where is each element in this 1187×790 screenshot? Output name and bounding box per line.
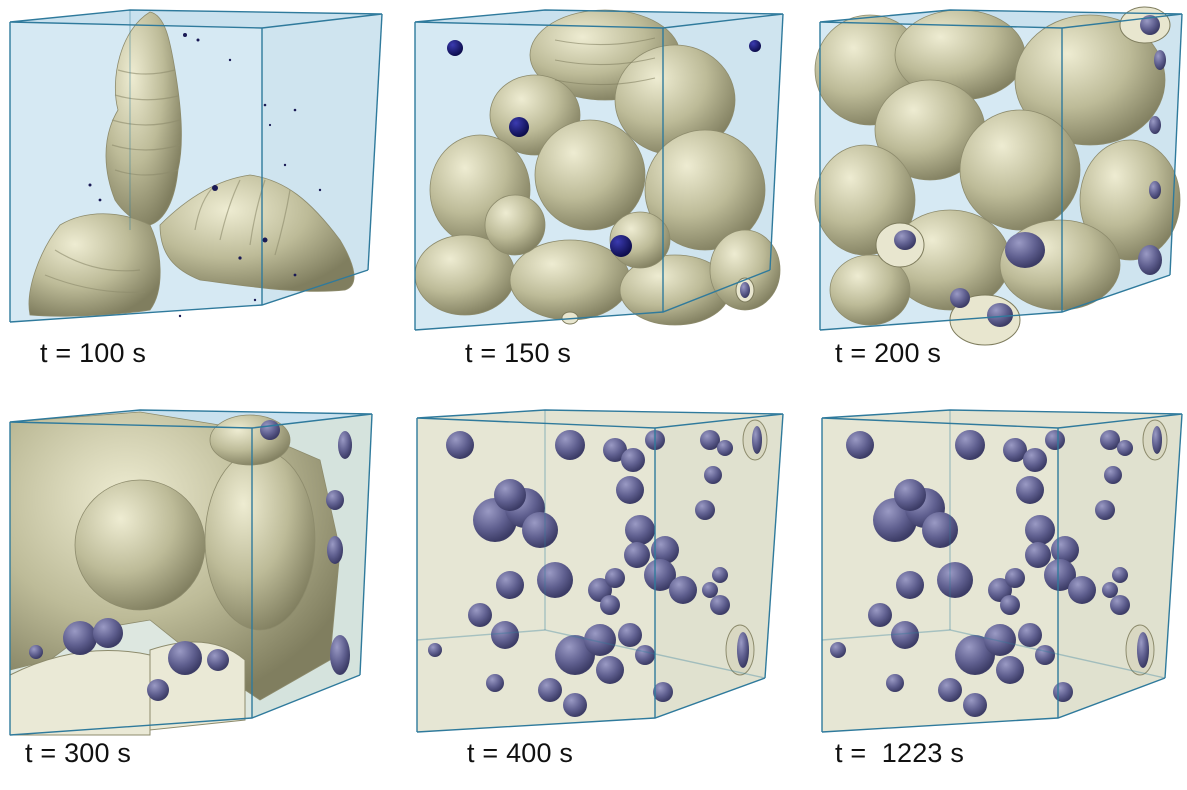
simulation-box-t200 [814,6,1183,346]
box-face [1058,414,1182,718]
dendrite-arm [28,213,161,317]
box-face [655,414,783,718]
time-label: t = 100 s [40,338,147,368]
simulation-box-t100 [9,9,383,323]
simulation-box-t150 [414,9,784,331]
panel-t1223: t = 1223 s [810,400,1187,790]
panel-t100: t = 100 s [0,0,383,390]
dendrite-arm [159,174,355,292]
time-label: t = 1223 s [835,738,965,768]
box-face [10,10,382,28]
simulation-box-t1223 [821,409,1183,733]
panel-t200: t = 200 s [810,0,1187,390]
simulation-box-t400 [416,409,784,733]
time-label: t = 400 s [467,738,574,768]
time-label: t = 200 s [835,338,942,368]
panel-t150: t = 150 s [405,0,785,390]
simulation-box-t300 [9,409,373,736]
panel-t300: t = 300 s [0,400,380,790]
time-label: t = 150 s [465,338,572,368]
panel-t400: t = 400 s [405,400,785,790]
time-label: t = 300 s [25,738,132,768]
